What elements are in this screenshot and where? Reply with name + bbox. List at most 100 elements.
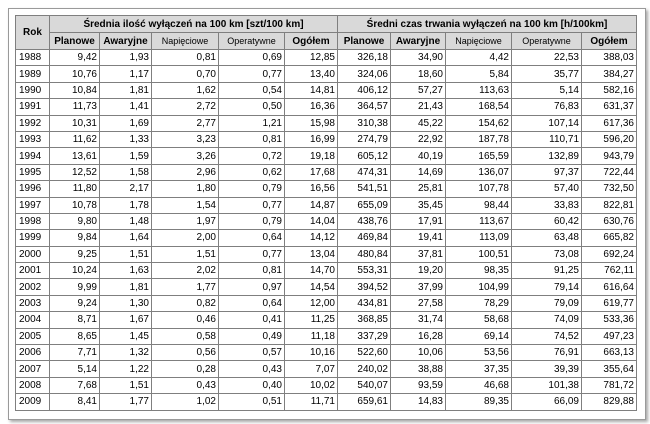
value-cell: 434,81 xyxy=(337,294,391,313)
value-cell: 762,11 xyxy=(581,262,637,280)
sub-header: Planowe xyxy=(49,32,100,50)
year-cell: 1999 xyxy=(15,229,50,247)
value-cell: 5,14 xyxy=(49,360,100,378)
value-cell: 2,00 xyxy=(151,229,219,247)
value-cell: 1,78 xyxy=(99,196,152,214)
value-cell: 10,06 xyxy=(390,344,446,362)
sub-header: Awaryjne xyxy=(390,32,446,50)
value-cell: 240,02 xyxy=(337,360,391,378)
value-cell: 5,84 xyxy=(445,65,512,83)
year-cell: 2009 xyxy=(15,393,50,411)
value-cell: 12,85 xyxy=(284,48,338,67)
value-cell: 11,80 xyxy=(49,180,100,198)
value-cell: 7,71 xyxy=(49,344,100,362)
value-cell: 0,81 xyxy=(151,48,219,67)
table-row: 2009 8,41 1,77 1,02 0,51 11,71 659,61 14,83 89,3… xyxy=(15,393,637,411)
value-cell: 79,09 xyxy=(511,294,582,313)
value-cell: 438,76 xyxy=(337,212,391,231)
sub-header: Operatywne xyxy=(511,32,582,50)
value-cell: 74,09 xyxy=(511,311,582,329)
value-cell: 14,81 xyxy=(284,81,338,100)
sub-header: Napięciowe xyxy=(445,32,512,50)
value-cell: 0,43 xyxy=(151,376,219,395)
value-cell: 9,24 xyxy=(49,294,100,313)
value-cell: 7,68 xyxy=(49,376,100,395)
value-cell: 78,29 xyxy=(445,294,512,313)
value-cell: 1,21 xyxy=(218,114,285,132)
value-cell: 17,91 xyxy=(390,212,446,231)
table-row: 1988 9,42 1,93 0,81 0,69 12,85 326,18 34,90 4,42… xyxy=(15,48,637,67)
value-cell: 943,79 xyxy=(581,147,637,165)
value-cell: 8,65 xyxy=(49,327,100,346)
value-cell: 79,14 xyxy=(511,278,582,296)
year-cell: 2007 xyxy=(15,360,50,378)
value-cell: 60,42 xyxy=(511,212,582,231)
value-cell: 25,81 xyxy=(390,180,446,198)
value-cell: 1,93 xyxy=(99,48,152,67)
value-cell: 4,42 xyxy=(445,48,512,67)
value-cell: 3,26 xyxy=(151,147,219,165)
table-row: 2008 7,68 1,51 0,43 0,40 10,02 540,07 93,59 46,6… xyxy=(15,376,637,395)
value-cell: 655,09 xyxy=(337,196,391,214)
table-row: 1994 13,61 1,59 3,26 0,72 19,18 605,12 40,19 165… xyxy=(15,147,637,165)
value-cell: 1,45 xyxy=(99,327,152,346)
value-cell: 0,58 xyxy=(151,327,219,346)
value-cell: 37,99 xyxy=(390,278,446,296)
value-cell: 97,37 xyxy=(511,163,582,182)
value-cell: 1,33 xyxy=(99,130,152,149)
value-cell: 168,54 xyxy=(445,98,512,116)
value-cell: 45,22 xyxy=(390,114,446,132)
value-cell: 58,68 xyxy=(445,311,512,329)
value-cell: 1,17 xyxy=(99,65,152,83)
sub-header: Napięciowe xyxy=(151,32,219,50)
value-cell: 619,77 xyxy=(581,294,637,313)
table-row: 1996 11,80 2,17 1,80 0,79 16,56 541,51 25,81 107… xyxy=(15,180,637,198)
table-row: 1993 11,62 1,33 3,23 0,81 16,99 274,79 22,92 187… xyxy=(15,130,637,149)
value-cell: 630,76 xyxy=(581,212,637,231)
value-cell: 1,02 xyxy=(151,393,219,411)
value-cell: 10,16 xyxy=(284,344,338,362)
value-cell: 14,87 xyxy=(284,196,338,214)
value-cell: 522,60 xyxy=(337,344,391,362)
value-cell: 107,78 xyxy=(445,180,512,198)
value-cell: 1,64 xyxy=(99,229,152,247)
value-cell: 0,54 xyxy=(218,81,285,100)
value-cell: 57,40 xyxy=(511,180,582,198)
value-cell: 1,51 xyxy=(99,245,152,264)
value-cell: 553,31 xyxy=(337,262,391,280)
year-cell: 1990 xyxy=(15,81,50,100)
value-cell: 10,02 xyxy=(284,376,338,395)
value-cell: 2,02 xyxy=(151,262,219,280)
table-row: 1989 10,76 1,17 0,70 0,77 13,40 324,06 18,60 5,8… xyxy=(15,65,637,83)
table-row: 2000 9,25 1,51 1,51 0,77 13,04 480,84 37,81 100,… xyxy=(15,245,637,264)
sub-header: Awaryjne xyxy=(99,32,152,50)
value-cell: 15,98 xyxy=(284,114,338,132)
value-cell: 73,08 xyxy=(511,245,582,264)
value-cell: 829,88 xyxy=(581,393,637,411)
value-cell: 0,81 xyxy=(218,130,285,149)
value-cell: 9,99 xyxy=(49,278,100,296)
value-cell: 14,12 xyxy=(284,229,338,247)
table-row: 2006 7,71 1,32 0,56 0,57 10,16 522,60 10,06 53,5… xyxy=(15,344,637,362)
value-cell: 98,44 xyxy=(445,196,512,214)
value-cell: 0,43 xyxy=(218,360,285,378)
value-cell: 533,36 xyxy=(581,311,637,329)
value-cell: 0,28 xyxy=(151,360,219,378)
value-cell: 0,46 xyxy=(151,311,219,329)
value-cell: 165,59 xyxy=(445,147,512,165)
year-cell: 1993 xyxy=(15,130,50,149)
value-cell: 33,83 xyxy=(511,196,582,214)
value-cell: 388,03 xyxy=(581,48,637,67)
value-cell: 1,59 xyxy=(99,147,152,165)
value-cell: 1,77 xyxy=(99,393,152,411)
value-cell: 0,40 xyxy=(218,376,285,395)
year-cell: 1997 xyxy=(15,196,50,214)
value-cell: 0,72 xyxy=(218,147,285,165)
value-cell: 38,88 xyxy=(390,360,446,378)
value-cell: 1,22 xyxy=(99,360,152,378)
value-cell: 27,58 xyxy=(390,294,446,313)
value-cell: 16,99 xyxy=(284,130,338,149)
value-cell: 1,51 xyxy=(99,376,152,395)
table-row: 2003 9,24 1,30 0,82 0,64 12,00 434,81 27,58 78,2… xyxy=(15,294,637,313)
value-cell: 10,31 xyxy=(49,114,100,132)
